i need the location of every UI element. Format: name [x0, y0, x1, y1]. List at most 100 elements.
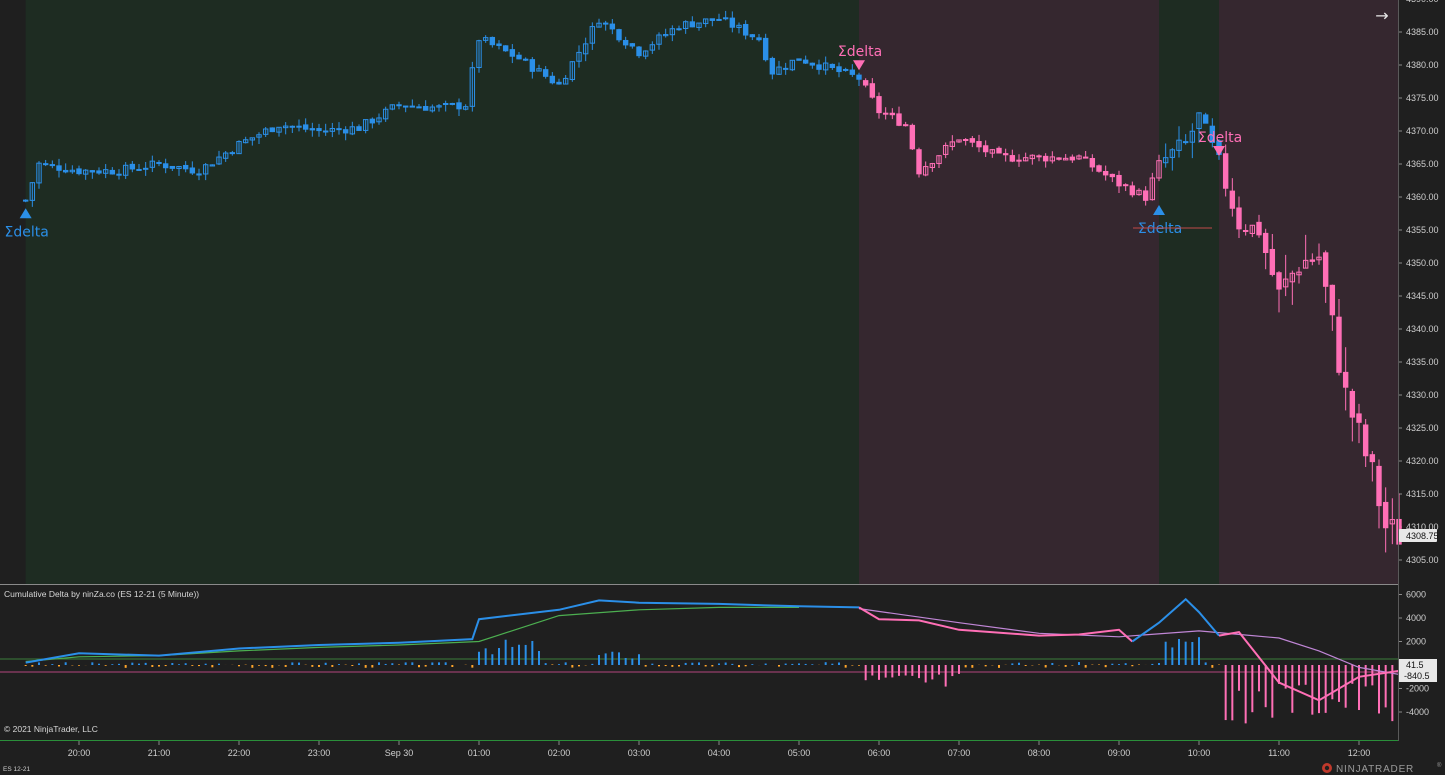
candle-body	[1082, 156, 1089, 159]
candle	[362, 119, 369, 134]
candle-body	[662, 34, 669, 37]
candle-body	[289, 125, 296, 128]
candle-body	[602, 22, 609, 25]
candle-body	[136, 168, 142, 171]
candle-body	[802, 59, 809, 64]
time-tick-label: 02:00	[548, 748, 571, 758]
price-panel[interactable]: 4390.00 4385.00 4380.00 4375.00 4370.00 4365.…	[5, 0, 1439, 584]
candle	[82, 169, 89, 180]
candle-body	[296, 125, 302, 128]
candle	[669, 25, 676, 42]
candle-body	[116, 173, 122, 176]
candle	[1296, 266, 1302, 284]
candle	[382, 106, 389, 122]
candle-body	[822, 62, 829, 71]
candle-body	[649, 44, 656, 51]
time-tick-label: 06:00	[868, 748, 891, 758]
candle-body	[756, 37, 762, 41]
candle-body	[1102, 170, 1109, 176]
candle-body	[716, 18, 722, 21]
candle-body	[1222, 153, 1229, 189]
candle-body	[776, 66, 782, 75]
candle-body	[276, 126, 282, 133]
candle	[242, 136, 249, 144]
delta-histogram	[24, 637, 1394, 724]
candle	[196, 168, 202, 181]
candle-body	[682, 21, 689, 29]
candle-body	[396, 104, 402, 107]
candle	[1162, 143, 1169, 168]
candle-body	[29, 182, 36, 201]
candle	[1189, 123, 1196, 159]
candle-body	[736, 24, 742, 28]
candle-body	[896, 113, 902, 126]
candle	[476, 39, 482, 73]
candle	[276, 126, 282, 137]
last-price-label: 4308.75	[1406, 531, 1439, 541]
price-tick-label: 4380.00	[1406, 60, 1439, 70]
cd-line-down	[858, 606, 1133, 643]
time-tick-label: 12:00	[1348, 748, 1371, 758]
candle	[796, 58, 802, 61]
candle-body	[1202, 114, 1209, 124]
candle	[982, 140, 989, 157]
candle-body	[1329, 284, 1336, 316]
candle-body	[1036, 155, 1042, 158]
signal-up-arrow	[19, 208, 32, 219]
zone-bear	[859, 0, 1159, 584]
arrow-right-icon[interactable]: →	[1375, 6, 1388, 25]
candle	[149, 155, 156, 173]
candle	[462, 104, 469, 111]
candle-body	[696, 22, 702, 28]
candle	[1096, 164, 1102, 173]
candle	[176, 165, 182, 176]
candle	[1196, 112, 1202, 143]
candle	[1349, 388, 1356, 442]
candle	[496, 40, 502, 50]
candle-body	[429, 106, 436, 112]
candle	[1282, 254, 1289, 297]
candle	[1022, 152, 1029, 162]
candle-body	[316, 128, 322, 132]
price-tick-label: 4370.00	[1406, 126, 1439, 136]
candle-body	[269, 127, 276, 133]
time-tick-label: 10:00	[1188, 748, 1211, 758]
candle-body	[502, 45, 509, 52]
brand-registered: ®	[1437, 762, 1442, 769]
candle-body	[236, 141, 242, 155]
price-tick-label: 4310.00	[1406, 522, 1439, 532]
candle-body	[856, 74, 862, 80]
candle	[556, 78, 562, 85]
candle-body	[676, 28, 682, 31]
candle	[162, 158, 169, 174]
candle	[769, 56, 776, 80]
candle-body	[1149, 177, 1156, 201]
price-axis: 4390.00 4385.00 4380.00 4375.00 4370.00 4365.…	[1398, 0, 1439, 565]
indicator-panel[interactable]: Cumulative Delta by ninZa.co (ES 12-21 (…	[0, 589, 1437, 734]
candle	[1389, 498, 1396, 545]
candle	[716, 13, 722, 21]
candle-body	[869, 83, 876, 98]
candle	[1076, 154, 1082, 160]
candle	[1136, 188, 1142, 196]
candle	[616, 28, 622, 43]
signal-down: Σdelta	[838, 44, 882, 71]
time-tick-label: 03:00	[628, 748, 651, 758]
candle	[676, 25, 682, 31]
candle	[409, 99, 416, 108]
candle	[1102, 165, 1109, 181]
candle-body	[809, 62, 816, 66]
cd-line-up	[1131, 597, 1220, 643]
candle	[876, 92, 882, 119]
candle	[436, 104, 442, 112]
candle	[856, 72, 862, 87]
candle-body	[596, 22, 602, 28]
candle-body	[876, 96, 882, 114]
candle	[1242, 224, 1249, 236]
candle	[469, 61, 476, 112]
candle-body	[382, 108, 389, 120]
copyright-text: © 2021 NinjaTrader, LLC	[4, 724, 98, 734]
candle-body	[882, 112, 889, 115]
candle	[1002, 148, 1009, 162]
